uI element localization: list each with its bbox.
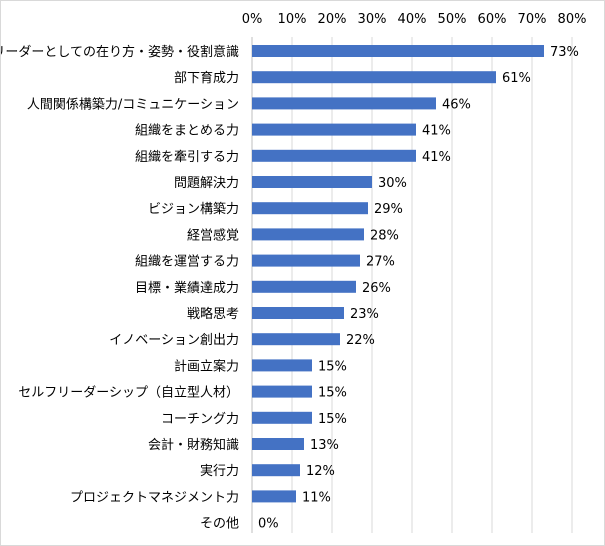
x-axis-ticks: 0% 10% 20% 30% 40% 50% 60% 70% 80% bbox=[242, 12, 587, 27]
bar bbox=[252, 359, 312, 372]
x-tick-label: 30% bbox=[358, 12, 387, 27]
x-tick-label: 50% bbox=[438, 12, 467, 27]
x-tick-label: 0% bbox=[242, 12, 263, 27]
category-label: 会計・財務知識 bbox=[148, 437, 239, 453]
bar bbox=[252, 280, 356, 293]
data-label: 15% bbox=[318, 412, 347, 427]
data-label: 22% bbox=[346, 333, 375, 348]
data-label: 0% bbox=[258, 517, 279, 532]
x-tick-label: 80% bbox=[558, 12, 587, 27]
data-label: 46% bbox=[442, 97, 471, 112]
category-label: 経営感覚 bbox=[187, 227, 239, 243]
bar bbox=[252, 254, 360, 267]
bar bbox=[252, 45, 544, 57]
bar bbox=[252, 385, 312, 398]
data-label: 29% bbox=[374, 202, 403, 217]
category-label: 目標・業績達成力 bbox=[135, 280, 239, 296]
category-label: 実行力 bbox=[200, 463, 239, 479]
data-label: 73% bbox=[550, 45, 579, 60]
category-label: コーチング力 bbox=[161, 412, 239, 427]
data-label: 15% bbox=[318, 386, 347, 401]
bar bbox=[252, 123, 416, 136]
category-labels: リーダーとしての在り方・姿勢・役割意識部下育成力人間関係構築力/コミュニケーショ… bbox=[1, 44, 239, 532]
bar bbox=[252, 490, 296, 503]
category-label: 戦略思考 bbox=[187, 306, 239, 322]
category-label: 問題解決力 bbox=[174, 176, 239, 191]
data-labels: 73% 61% 46% 41% 41% 30% 29% 28% 27% 26% 23% 22% 15% 1… bbox=[258, 45, 579, 532]
category-label: イノベーション創出力 bbox=[109, 333, 239, 348]
data-label: 26% bbox=[362, 281, 391, 296]
x-tick-label: 40% bbox=[398, 12, 427, 27]
category-label: 計画立案力 bbox=[174, 358, 239, 374]
bars bbox=[252, 45, 544, 503]
category-label: プロジェクトマネジメント力 bbox=[70, 490, 239, 505]
bar bbox=[252, 149, 416, 162]
data-label: 12% bbox=[306, 464, 335, 479]
bar bbox=[252, 411, 312, 424]
category-label: リーダーとしての在り方・姿勢・役割意識 bbox=[1, 44, 239, 60]
bar bbox=[252, 307, 344, 319]
data-label: 61% bbox=[502, 71, 531, 86]
data-label: 13% bbox=[310, 438, 339, 453]
data-label: 23% bbox=[350, 307, 379, 322]
category-label: 組織を牽引する力 bbox=[135, 149, 239, 165]
data-label: 15% bbox=[318, 359, 347, 374]
category-label: 組織をまとめる力 bbox=[135, 124, 239, 139]
data-label: 41% bbox=[422, 124, 451, 139]
category-label: その他 bbox=[200, 517, 239, 532]
x-tick-label: 70% bbox=[518, 12, 547, 27]
bar bbox=[252, 176, 372, 188]
data-label: 27% bbox=[366, 255, 395, 270]
category-label: 部下育成力 bbox=[174, 70, 239, 86]
category-label: 組織を運営する力 bbox=[135, 255, 239, 270]
x-tick-label: 10% bbox=[278, 12, 307, 27]
bar bbox=[252, 333, 340, 346]
data-label: 41% bbox=[422, 150, 451, 165]
data-label: 11% bbox=[302, 490, 331, 505]
bar bbox=[252, 228, 364, 241]
bar bbox=[252, 438, 304, 450]
bar bbox=[252, 464, 300, 477]
category-label: 人間関係構築力/コミュニケーション bbox=[27, 97, 239, 112]
data-label: 28% bbox=[370, 228, 399, 243]
gridlines bbox=[251, 37, 573, 533]
data-label: 30% bbox=[378, 176, 407, 191]
bar bbox=[252, 71, 496, 84]
bar bbox=[252, 202, 368, 215]
category-label: セルフリーダーシップ（自立型人材） bbox=[18, 386, 239, 401]
x-tick-label: 60% bbox=[478, 12, 507, 27]
category-label: ビジョン構築力 bbox=[148, 202, 239, 217]
x-tick-label: 20% bbox=[318, 12, 347, 27]
bar bbox=[252, 97, 436, 110]
